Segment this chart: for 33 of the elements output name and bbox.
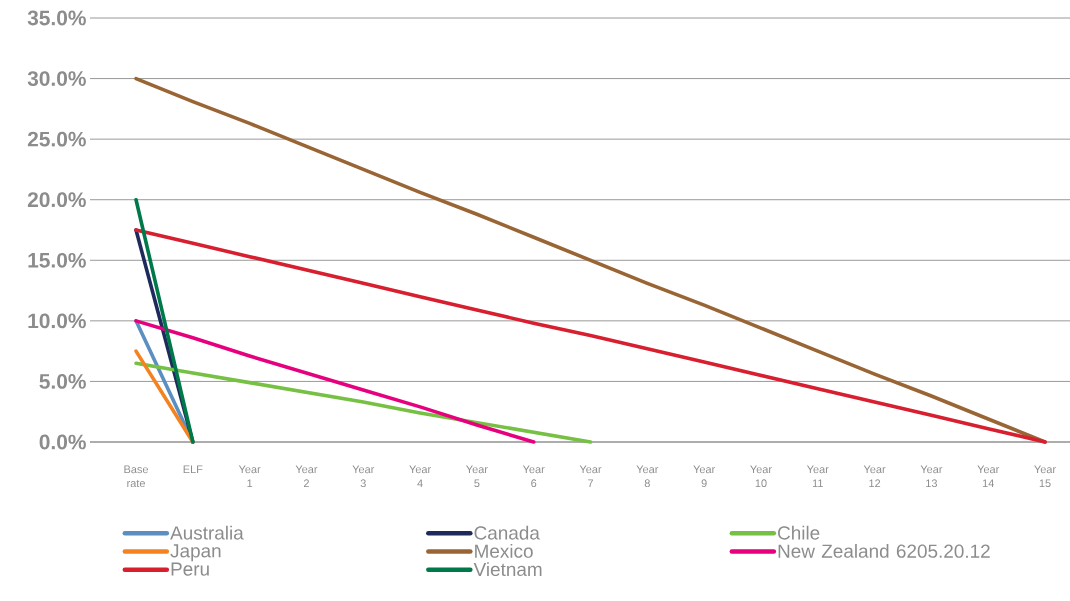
legend-label: Canada — [474, 525, 540, 540]
x-tick-label: Base rate — [124, 465, 149, 488]
x-tick-label: Year 11 — [806, 465, 829, 488]
y-tick-label: 30.0% — [27, 71, 86, 86]
x-tick-label: Year 14 — [977, 465, 1000, 488]
x-tick-label: Year 7 — [579, 465, 602, 488]
x-tick-label: Year 9 — [693, 465, 716, 488]
legend-label: Vietnam — [473, 562, 542, 577]
y-tick-label: 5.0% — [39, 374, 86, 389]
y-tick-label: 10.0% — [28, 313, 86, 329]
y-tick-label: 25.0% — [27, 131, 86, 147]
legend-label: Japan — [170, 544, 221, 562]
legend-label: New Zealand 6205.20.12 — [778, 543, 990, 558]
x-tick-label: Year 2 — [295, 465, 318, 488]
x-tick-label: Year 15 — [1034, 465, 1056, 488]
y-tick-label: 15.0% — [28, 252, 86, 268]
x-tick-label: Year 3 — [352, 465, 375, 488]
legend-label: Peru — [171, 562, 209, 576]
x-tick-label: Year 8 — [636, 465, 659, 488]
legend-label: Mexico — [475, 543, 533, 558]
y-tick-label: 20.0% — [27, 192, 86, 208]
y-tick-label: 0.0% — [39, 434, 86, 450]
x-tick-label: ELF — [183, 465, 203, 474]
x-tick-label: Year 5 — [466, 465, 488, 488]
x-tick-label: Year 12 — [863, 465, 886, 488]
legend-label: Australia — [170, 525, 244, 540]
x-tick-label: Year 10 — [750, 465, 772, 488]
y-tick-label: 35.0% — [27, 10, 86, 26]
x-tick-label: Year 1 — [238, 465, 261, 488]
x-tick-label: Year 4 — [409, 465, 431, 488]
legend-label: Chile — [778, 525, 820, 540]
x-tick-label: Year 6 — [522, 465, 545, 488]
x-tick-label: Year 13 — [920, 465, 943, 488]
